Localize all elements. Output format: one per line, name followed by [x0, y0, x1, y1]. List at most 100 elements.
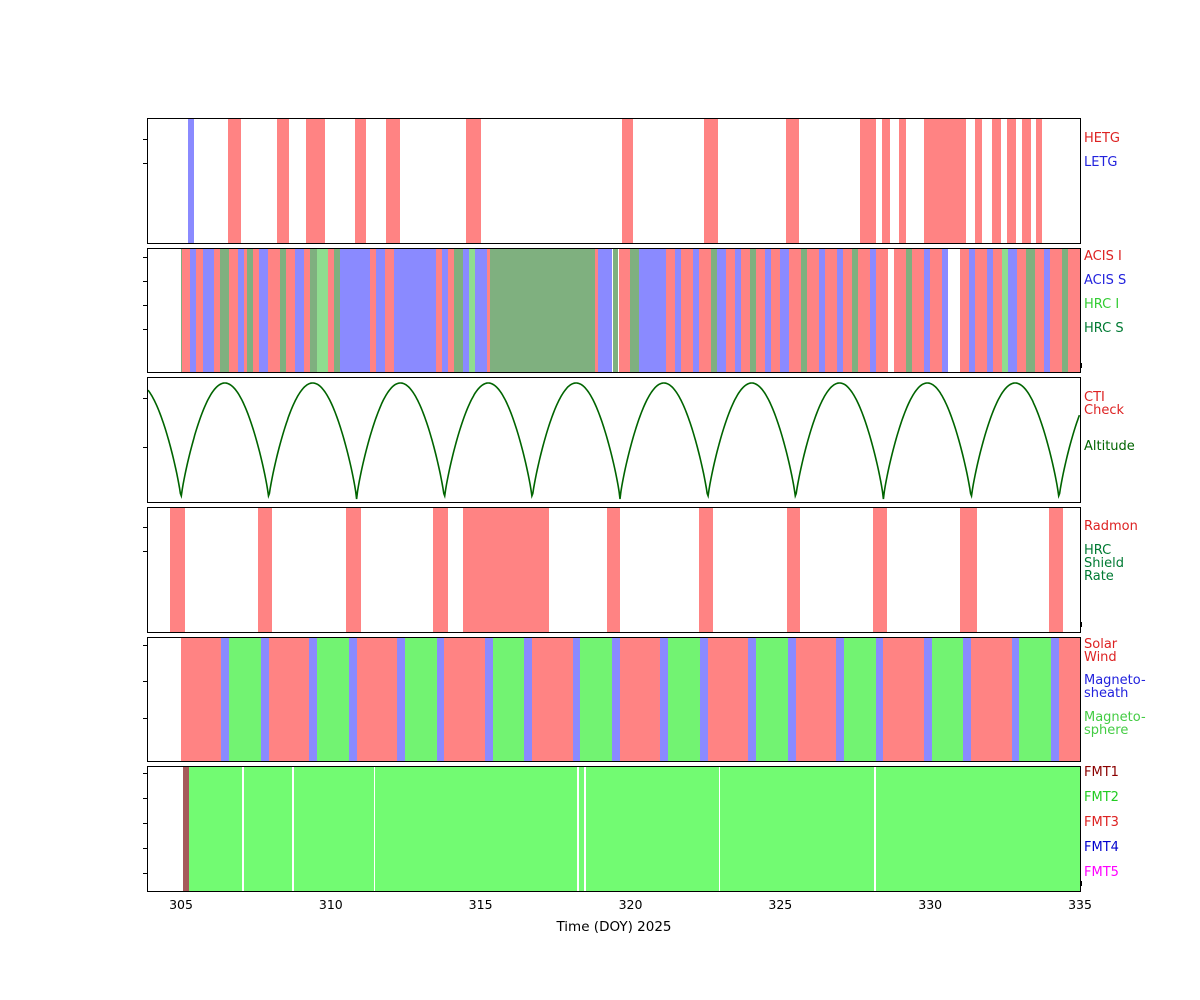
- panels-container: [143, 0, 1082, 960]
- hrc-s-bar: [750, 249, 757, 372]
- fmt1-bar: [183, 767, 190, 891]
- magnetosphere-bar: [756, 638, 788, 761]
- label-line: Wind: [1084, 650, 1117, 665]
- acis-i-bar: [618, 249, 631, 372]
- label-line: sphere: [1084, 723, 1129, 738]
- acis-s-bar: [441, 249, 448, 372]
- acis-s-bar: [765, 249, 772, 372]
- acis-i-bar: [756, 249, 766, 372]
- y-tick: [143, 447, 147, 448]
- hrc-s-bar: [711, 249, 718, 372]
- label-fmt2: FMT2: [1084, 791, 1119, 804]
- hetg-bar: [465, 119, 481, 243]
- hetg-bar: [385, 119, 400, 243]
- acis-i-bar: [771, 249, 781, 372]
- acis-i-bar: [243, 249, 247, 372]
- hetg-bar: [1021, 119, 1031, 243]
- radmon-bar: [1049, 508, 1063, 632]
- hrc-s-bar: [246, 249, 253, 372]
- magnetosheath-bar: [700, 638, 708, 761]
- y-tick: [143, 718, 147, 719]
- acis-s-bar: [693, 249, 700, 372]
- label-line: sheath: [1084, 686, 1129, 701]
- acis-s-bar: [598, 249, 613, 372]
- magnetosphere-bar: [1019, 638, 1052, 761]
- label-letg: LETG: [1084, 156, 1117, 169]
- solar-wind-bar: [180, 638, 222, 761]
- magnetosheath-bar: [875, 638, 884, 761]
- panel-solar-wind-regions: [143, 637, 1081, 762]
- acis-s-bar: [924, 249, 931, 372]
- magnetosheath-bar: [309, 638, 317, 761]
- x-axis-label: Time (DOY) 2025: [556, 919, 672, 935]
- radmon-bar: [699, 508, 713, 632]
- magnetosheath-bar: [524, 638, 533, 761]
- fmt2-bar: [720, 767, 875, 891]
- solar-wind-bar: [356, 638, 398, 761]
- magnetosheath-bar: [963, 638, 972, 761]
- x-tick-label: 315: [468, 897, 493, 912]
- solar-wind-bar: [1059, 638, 1080, 761]
- hrc-s-bar: [279, 249, 286, 372]
- solar-wind-bar: [707, 638, 749, 761]
- label-fmt4: FMT4: [1084, 841, 1119, 854]
- acis-s-bar: [639, 249, 667, 372]
- label-altitude: Altitude: [1084, 440, 1135, 453]
- acis-s-bar: [969, 249, 976, 372]
- acis-i-bar: [213, 249, 220, 372]
- fmt2-bar: [585, 767, 720, 891]
- fmt2-bar: [189, 767, 243, 891]
- label-line: Solar: [1084, 637, 1118, 652]
- label-line: HRC S: [1084, 321, 1124, 336]
- x-tick-label: 335: [1068, 897, 1092, 912]
- acis-s-bar: [819, 249, 826, 372]
- hetg-bar: [703, 119, 718, 243]
- hrc-s-bar: [180, 249, 183, 372]
- y-tick: [143, 305, 147, 306]
- y-tick: [143, 798, 147, 799]
- magnetosheath-bar: [748, 638, 757, 761]
- label-hetg: HETG: [1084, 132, 1120, 145]
- y-tick: [143, 329, 147, 330]
- fmt2-bar: [578, 767, 585, 891]
- acis-s-bar: [189, 249, 196, 372]
- major-tick: [1081, 622, 1082, 627]
- fmt2-bar: [375, 767, 578, 891]
- label-hrc-shield-rate: HRC Shield Rate: [1084, 544, 1124, 583]
- label-magneto-sheath: Magneto-sheath: [1084, 674, 1146, 700]
- label-fmt3: FMT3: [1084, 816, 1119, 829]
- acis-i-bar: [327, 249, 334, 372]
- acis-i-bar: [228, 249, 238, 372]
- acis-i-bar: [843, 249, 853, 372]
- acis-s-bar: [942, 249, 949, 372]
- hrc-s-bar: [309, 249, 318, 372]
- radmon-bar: [607, 508, 621, 632]
- acis-i-bar: [435, 249, 442, 372]
- acis-i-bar: [195, 249, 204, 372]
- label-radmon: Radmon: [1084, 520, 1138, 533]
- acis-i-bar: [975, 249, 988, 372]
- magnetosheath-bar: [348, 638, 357, 761]
- acis-i-bar: [369, 249, 376, 372]
- acis-i-bar: [594, 249, 599, 372]
- y-tick: [143, 773, 147, 774]
- acis-i-bar: [303, 249, 310, 372]
- y-tick: [143, 281, 147, 282]
- panel-radmon: [143, 507, 1081, 633]
- label-line: CTI: [1084, 390, 1105, 405]
- radmon-bar: [258, 508, 273, 632]
- y-tick: [143, 645, 147, 646]
- hrc-s-bar: [490, 249, 595, 372]
- acis-i-bar: [960, 249, 970, 372]
- acis-i-bar: [182, 249, 190, 372]
- x-tick-label: 305: [169, 897, 193, 912]
- acis-i-bar: [447, 249, 454, 372]
- acis-i-bar: [858, 249, 871, 372]
- acis-s-bar: [462, 249, 469, 372]
- label-line: ACIS S: [1084, 273, 1127, 288]
- hrc-s-bar: [1026, 249, 1036, 372]
- label-line: HRC: [1084, 543, 1112, 558]
- hetg-bar: [305, 119, 325, 243]
- solar-wind-bar: [532, 638, 573, 761]
- acis-i-bar: [930, 249, 943, 372]
